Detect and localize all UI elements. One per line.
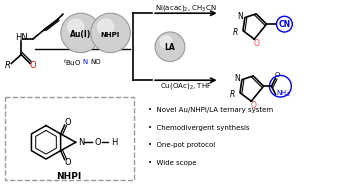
Text: O: O	[95, 138, 101, 147]
Text: N: N	[82, 60, 87, 65]
Text: •  Novel Au/NHPI/LA ternary system: • Novel Au/NHPI/LA ternary system	[148, 107, 273, 113]
Text: R: R	[4, 61, 10, 70]
Text: O: O	[30, 61, 36, 70]
Text: NHPI: NHPI	[56, 172, 82, 181]
Text: H: H	[112, 138, 118, 147]
Text: •  Chemodivergent synthesis: • Chemodivergent synthesis	[148, 125, 250, 131]
Circle shape	[160, 36, 172, 48]
Text: NH$_2$: NH$_2$	[276, 89, 291, 99]
Text: Cu(OAc)$_2$, THF: Cu(OAc)$_2$, THF	[160, 81, 212, 91]
Text: R: R	[229, 90, 235, 99]
Circle shape	[91, 13, 130, 53]
Text: •  One-pot protocol: • One-pot protocol	[148, 142, 215, 148]
Text: $^t$BuO: $^t$BuO	[63, 57, 81, 68]
Text: HN: HN	[15, 33, 28, 42]
Text: O: O	[64, 118, 71, 127]
Text: O: O	[250, 101, 256, 110]
Text: Au(I): Au(I)	[70, 30, 91, 39]
Text: O: O	[275, 72, 280, 78]
Text: O: O	[253, 39, 259, 48]
Text: N: N	[237, 12, 243, 21]
Circle shape	[155, 32, 185, 61]
Text: LA: LA	[164, 43, 175, 52]
Text: Ni(acac)$_2$, CH$_3$CN: Ni(acac)$_2$, CH$_3$CN	[155, 3, 217, 13]
Circle shape	[98, 19, 114, 35]
Text: N: N	[234, 74, 240, 83]
Text: NHPI: NHPI	[101, 32, 120, 38]
Text: R: R	[233, 28, 238, 37]
Circle shape	[61, 13, 100, 53]
Text: NO: NO	[91, 60, 101, 65]
Text: N: N	[78, 138, 84, 147]
Text: •  Wide scope: • Wide scope	[148, 160, 197, 166]
Text: O: O	[64, 158, 71, 167]
Text: CN: CN	[278, 20, 290, 29]
Circle shape	[68, 19, 84, 35]
